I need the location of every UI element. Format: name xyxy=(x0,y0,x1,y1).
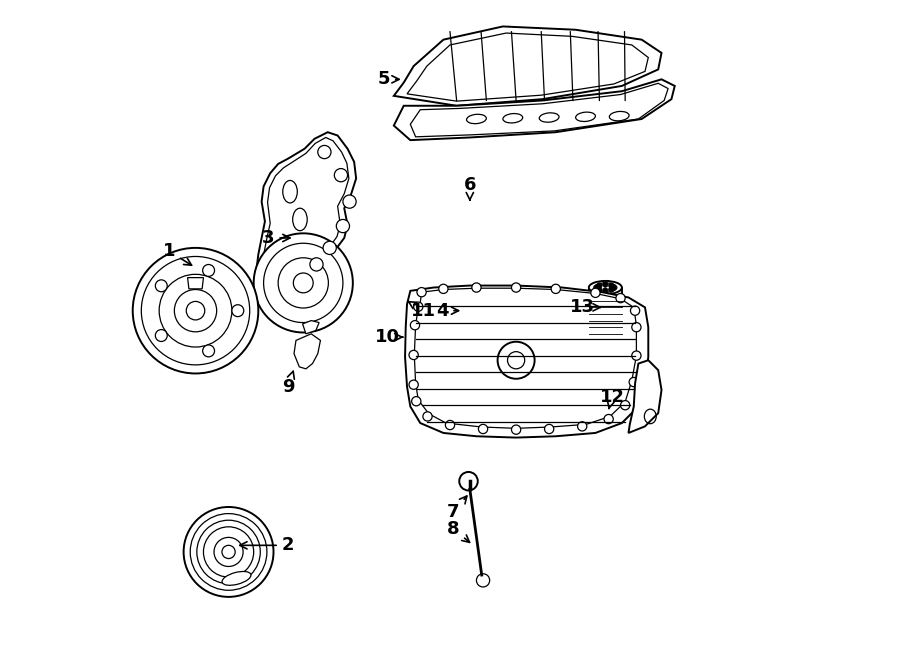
Circle shape xyxy=(603,288,608,293)
Circle shape xyxy=(620,401,630,410)
Circle shape xyxy=(459,472,478,490)
Circle shape xyxy=(439,284,448,293)
Circle shape xyxy=(604,414,613,424)
Circle shape xyxy=(318,145,331,159)
Circle shape xyxy=(156,330,167,342)
Text: 8: 8 xyxy=(447,520,470,543)
Circle shape xyxy=(616,293,625,303)
Ellipse shape xyxy=(589,281,622,294)
Circle shape xyxy=(409,350,419,360)
Circle shape xyxy=(511,283,521,292)
Ellipse shape xyxy=(589,327,622,341)
Circle shape xyxy=(594,285,599,290)
Circle shape xyxy=(423,412,432,421)
Circle shape xyxy=(544,424,554,434)
Polygon shape xyxy=(628,360,662,433)
Polygon shape xyxy=(256,132,356,311)
Circle shape xyxy=(629,377,638,387)
Circle shape xyxy=(479,424,488,434)
Circle shape xyxy=(578,422,587,431)
Circle shape xyxy=(590,288,600,297)
Circle shape xyxy=(337,219,349,233)
Polygon shape xyxy=(394,79,675,140)
Circle shape xyxy=(498,342,535,379)
Text: 9: 9 xyxy=(282,371,294,396)
Circle shape xyxy=(446,420,454,430)
Circle shape xyxy=(472,283,482,292)
Circle shape xyxy=(632,351,641,360)
Text: 7: 7 xyxy=(447,496,467,522)
Circle shape xyxy=(411,397,421,406)
Polygon shape xyxy=(294,334,320,369)
Text: 11: 11 xyxy=(408,301,436,320)
Circle shape xyxy=(611,285,616,290)
Circle shape xyxy=(202,264,214,276)
Text: 6: 6 xyxy=(464,176,476,200)
Circle shape xyxy=(603,282,608,287)
Circle shape xyxy=(608,287,614,292)
Circle shape xyxy=(232,305,244,317)
Polygon shape xyxy=(589,288,622,334)
Circle shape xyxy=(202,345,214,357)
Text: 10: 10 xyxy=(374,328,402,346)
Circle shape xyxy=(184,507,274,597)
Circle shape xyxy=(414,302,423,311)
Circle shape xyxy=(608,283,614,288)
Circle shape xyxy=(511,425,521,434)
Ellipse shape xyxy=(451,299,479,322)
Polygon shape xyxy=(394,26,662,106)
Circle shape xyxy=(410,321,419,330)
Text: 4: 4 xyxy=(436,301,459,320)
Polygon shape xyxy=(302,321,320,334)
Circle shape xyxy=(310,258,323,271)
Text: 2: 2 xyxy=(239,536,294,555)
Circle shape xyxy=(334,169,347,182)
Text: 3: 3 xyxy=(262,229,290,247)
Polygon shape xyxy=(187,278,203,289)
Circle shape xyxy=(551,284,561,293)
Text: 1: 1 xyxy=(163,242,192,265)
Circle shape xyxy=(409,380,419,389)
Circle shape xyxy=(132,248,258,373)
Circle shape xyxy=(343,195,356,208)
Ellipse shape xyxy=(222,572,251,585)
Circle shape xyxy=(632,323,641,332)
Circle shape xyxy=(597,287,602,292)
Circle shape xyxy=(476,574,490,587)
Text: 12: 12 xyxy=(599,387,625,408)
Text: 5: 5 xyxy=(378,70,399,89)
Circle shape xyxy=(597,283,602,288)
Text: 13: 13 xyxy=(570,298,600,317)
Polygon shape xyxy=(405,286,648,438)
Circle shape xyxy=(156,280,167,292)
Circle shape xyxy=(254,233,353,332)
Circle shape xyxy=(323,241,337,254)
Circle shape xyxy=(631,306,640,315)
Circle shape xyxy=(417,288,427,297)
